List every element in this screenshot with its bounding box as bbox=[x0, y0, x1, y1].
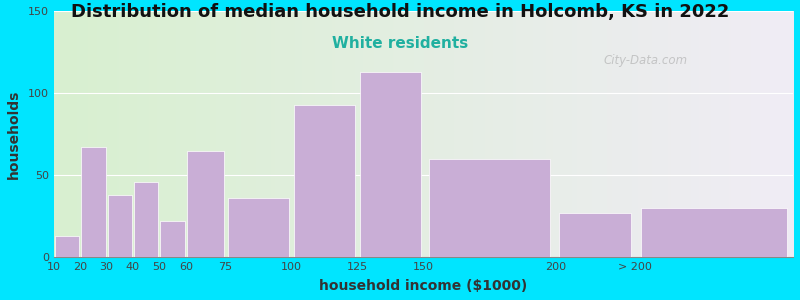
Bar bbox=[134, 182, 158, 257]
Text: Distribution of median household income in Holcomb, KS in 2022: Distribution of median household income … bbox=[71, 3, 729, 21]
Bar bbox=[161, 221, 185, 257]
Bar bbox=[108, 195, 132, 257]
Y-axis label: households: households bbox=[7, 89, 21, 179]
X-axis label: household income ($1000): household income ($1000) bbox=[319, 279, 527, 293]
Text: White residents: White residents bbox=[332, 36, 468, 51]
Bar bbox=[429, 159, 550, 257]
Bar bbox=[360, 72, 421, 257]
Bar bbox=[641, 208, 786, 257]
Bar bbox=[82, 147, 106, 257]
Bar bbox=[294, 104, 354, 257]
Text: City-Data.com: City-Data.com bbox=[603, 54, 687, 67]
Bar bbox=[228, 198, 289, 257]
Bar bbox=[187, 151, 224, 257]
Bar bbox=[558, 213, 631, 257]
Bar bbox=[55, 236, 79, 257]
